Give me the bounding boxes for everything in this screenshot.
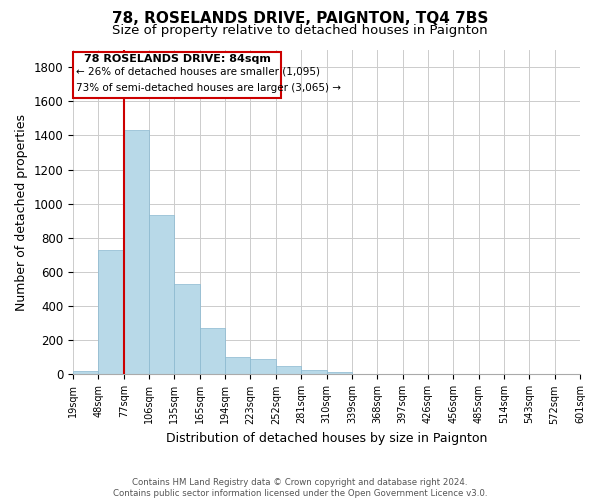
Text: 78 ROSELANDS DRIVE: 84sqm: 78 ROSELANDS DRIVE: 84sqm (83, 54, 271, 64)
Bar (301, 370, 326, 374)
Text: ← 26% of detached houses are smaller (1,095): ← 26% of detached houses are smaller (1,… (76, 66, 320, 76)
Text: Contains HM Land Registry data © Crown copyright and database right 2024.
Contai: Contains HM Land Registry data © Crown c… (113, 478, 487, 498)
Text: 78, ROSELANDS DRIVE, PAIGNTON, TQ4 7BS: 78, ROSELANDS DRIVE, PAIGNTON, TQ4 7BS (112, 11, 488, 26)
Bar (98, 250, 124, 374)
X-axis label: Distribution of detached houses by size in Paignton: Distribution of detached houses by size … (166, 432, 487, 445)
Bar (276, 366, 301, 374)
Text: 73% of semi-detached houses are larger (3,065) →: 73% of semi-detached houses are larger (… (76, 82, 341, 92)
Bar (149, 215, 175, 374)
Bar (175, 284, 200, 374)
Bar (326, 372, 352, 374)
Bar (225, 358, 250, 374)
Bar (73, 371, 98, 374)
Bar (124, 130, 149, 374)
FancyBboxPatch shape (73, 52, 281, 98)
Bar (250, 359, 276, 374)
Y-axis label: Number of detached properties: Number of detached properties (15, 114, 28, 310)
Bar (200, 328, 225, 374)
Text: Size of property relative to detached houses in Paignton: Size of property relative to detached ho… (112, 24, 488, 37)
